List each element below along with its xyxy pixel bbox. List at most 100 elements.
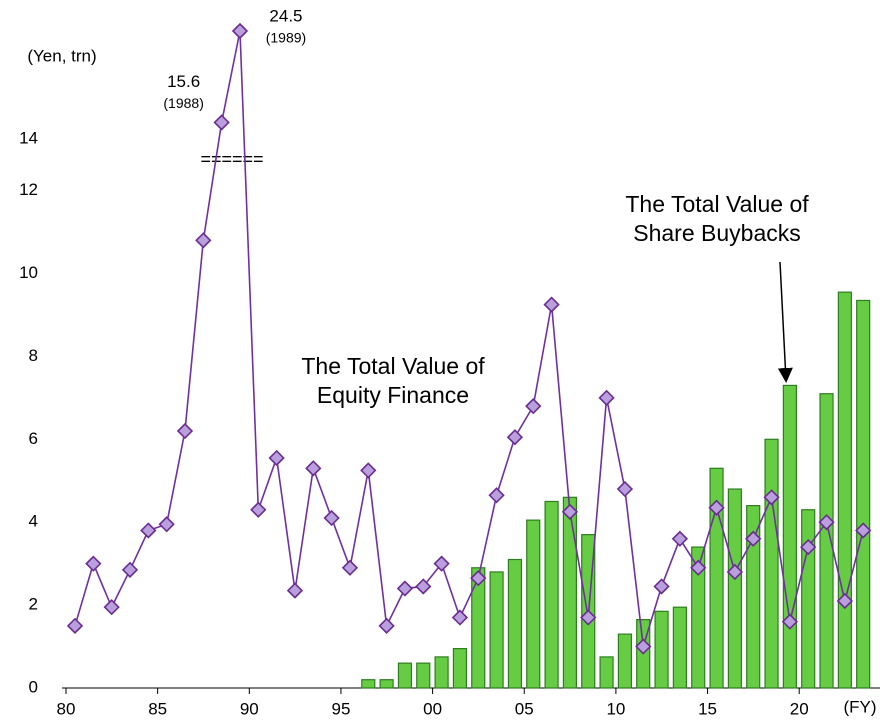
annotation: (1989)	[266, 30, 306, 46]
bar	[764, 438, 779, 689]
line-point	[121, 561, 139, 578]
line-point	[103, 599, 120, 616]
line-point	[396, 580, 414, 597]
x-tick-label: 00	[423, 699, 442, 718]
data-label: 15.6	[167, 72, 200, 91]
line-point	[378, 617, 395, 634]
line	[74, 30, 864, 647]
line-point	[305, 460, 322, 477]
line-point	[800, 538, 817, 556]
line-point	[250, 501, 267, 518]
line-point	[433, 555, 450, 572]
line-point	[360, 462, 377, 479]
axis-break: ======	[200, 149, 263, 169]
bar	[544, 500, 559, 689]
line-point	[341, 559, 359, 576]
bar	[856, 299, 871, 689]
y-tick-label: 14	[19, 128, 38, 147]
line-point	[690, 559, 707, 576]
bar	[397, 662, 413, 689]
line-point	[525, 398, 542, 415]
bar	[819, 393, 834, 689]
bar	[727, 488, 742, 689]
line-point	[488, 487, 505, 504]
line-point	[616, 480, 634, 498]
annotation: (1988)	[163, 95, 203, 111]
line-point	[580, 609, 597, 626]
y-axis-label: (Yen, trn)	[27, 46, 96, 65]
bar	[801, 509, 816, 689]
x-tick-label: 90	[240, 699, 259, 718]
bar	[416, 662, 431, 689]
line-point	[286, 582, 304, 599]
line-point	[781, 613, 799, 630]
line-point	[506, 429, 524, 446]
bar	[654, 610, 669, 689]
bar	[599, 656, 614, 689]
line-point	[653, 578, 670, 595]
bar	[782, 384, 797, 689]
line-point	[763, 489, 780, 506]
bar	[489, 571, 504, 689]
line-point	[268, 449, 285, 467]
line-point	[708, 499, 725, 516]
y-tick-label: 10	[19, 263, 38, 282]
bar	[379, 679, 394, 689]
bar	[471, 567, 486, 689]
x-tick-label: 05	[515, 699, 534, 718]
y-tick-label: 0	[29, 677, 38, 696]
bar	[361, 679, 376, 689]
bar	[507, 558, 523, 689]
line-point	[158, 516, 175, 533]
y-tick-label: 8	[29, 346, 38, 365]
line-point	[176, 422, 194, 440]
bar	[434, 656, 449, 689]
x-tick-label: 95	[331, 699, 350, 718]
line-point	[855, 522, 872, 539]
x-tick-label: 80	[57, 699, 76, 718]
y-tick-label: 2	[29, 595, 38, 614]
x-tick-label: 15	[698, 699, 717, 718]
bar	[562, 496, 578, 689]
line-point	[451, 609, 469, 626]
bar	[709, 467, 724, 689]
bar	[617, 633, 633, 689]
x-axis-label: (FY)	[843, 697, 876, 716]
line-point	[85, 555, 102, 572]
line-point	[415, 578, 432, 595]
line-point	[231, 22, 249, 40]
y-tick-label: 6	[29, 429, 38, 448]
x-tick-label: 20	[790, 699, 809, 718]
line-point	[213, 114, 230, 131]
line-point	[140, 522, 157, 539]
line-point	[836, 592, 853, 610]
line-point	[323, 509, 340, 527]
line-point	[671, 530, 689, 547]
line-point	[66, 617, 84, 634]
bar	[691, 546, 706, 689]
line-point	[818, 514, 835, 531]
line-point	[745, 530, 762, 547]
line-point	[561, 503, 579, 520]
y-tick-label: 4	[29, 512, 38, 531]
x-tick-label: 10	[606, 699, 625, 718]
line-point	[543, 296, 560, 313]
series-label: The Total Value of Share Buybacks	[625, 191, 809, 246]
series-label: The Total Value of Equity Finance	[301, 353, 485, 408]
arrow	[777, 261, 793, 383]
x-tick-label: 85	[148, 699, 167, 718]
y-tick-label: 12	[19, 180, 38, 199]
line-point	[726, 563, 744, 581]
bar	[672, 606, 687, 689]
bar	[452, 648, 468, 689]
line-point	[635, 638, 652, 655]
line-point	[470, 570, 487, 587]
line-point	[195, 232, 212, 249]
bar	[526, 519, 541, 689]
bar	[746, 505, 761, 689]
bar	[837, 291, 852, 689]
data-label: 24.5	[269, 6, 302, 25]
line-point	[598, 389, 615, 406]
